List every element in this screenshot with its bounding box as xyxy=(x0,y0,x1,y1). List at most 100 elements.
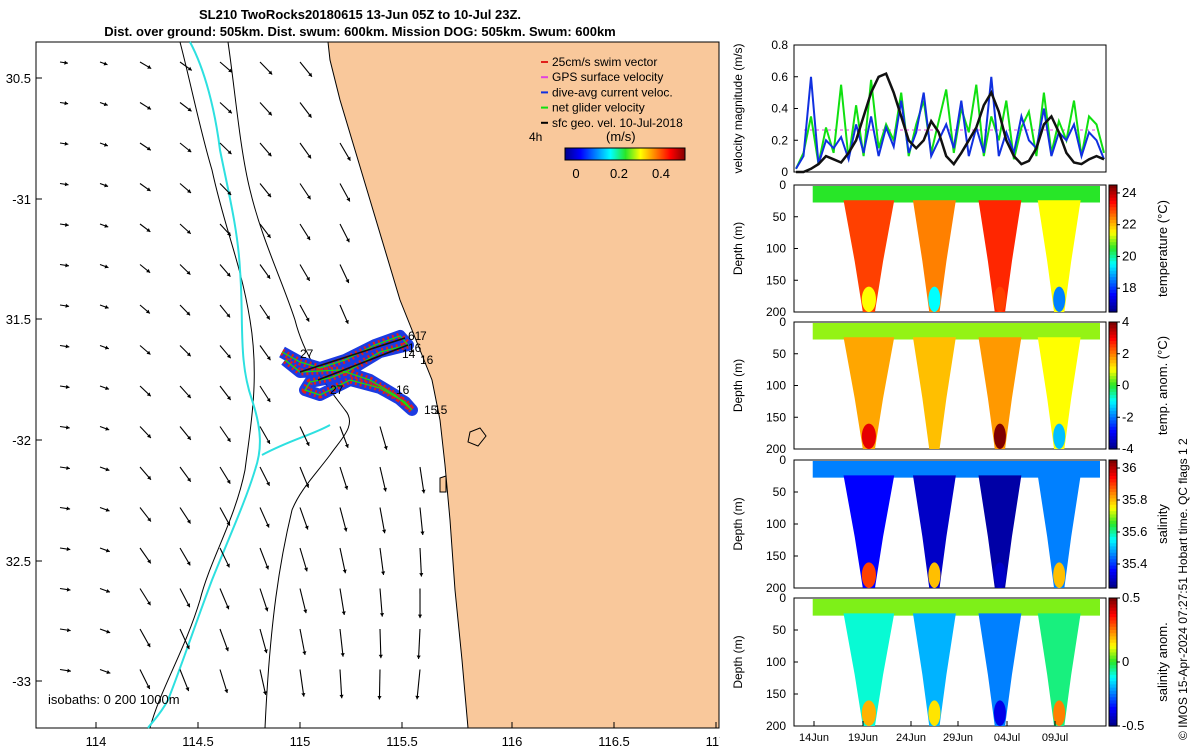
colorbar-tick-label: 18 xyxy=(1122,280,1136,295)
colorbar-cell xyxy=(1109,668,1117,673)
current-arrow-head xyxy=(226,563,230,568)
isobath-1000m xyxy=(149,41,255,729)
land-mass xyxy=(327,41,720,729)
colorbar-cell xyxy=(622,148,624,160)
current-arrow-head xyxy=(104,345,109,350)
colorbar-cell xyxy=(1109,391,1117,396)
isobaths-label: isobaths: 0 200 1000m xyxy=(48,692,180,707)
time-tick-label: 14Jun xyxy=(799,732,829,744)
velocity-ytick-label: 0.2 xyxy=(771,133,788,147)
colorbar-cell xyxy=(670,148,672,160)
current-arrow-head xyxy=(65,384,70,389)
colorbar-cell xyxy=(1109,684,1117,689)
colorbar-cell xyxy=(642,148,644,160)
heatmap-ytick-label: 150 xyxy=(766,273,786,287)
time-tick-label: 29Jun xyxy=(943,732,973,744)
colorbar-cell xyxy=(649,148,651,160)
colorbar-cell xyxy=(1109,601,1117,605)
colorbar-cell xyxy=(668,148,670,160)
colorbar-cell xyxy=(1109,210,1117,215)
legend-time-label: 4h xyxy=(529,130,542,144)
current-arrow-head xyxy=(344,485,349,490)
colorbar-cell xyxy=(679,148,681,160)
current-arrow-head xyxy=(308,72,312,77)
heatmap-ytick-label: 100 xyxy=(766,655,786,669)
colorbar-cell xyxy=(640,148,642,160)
time-tick-label: 19Jun xyxy=(848,732,878,744)
colorbar-cell xyxy=(1109,697,1117,701)
current-arrow xyxy=(339,466,348,490)
colorbar-cell xyxy=(1109,530,1117,535)
heatmap-ytick-label: 150 xyxy=(766,549,786,563)
colorbar-cell xyxy=(1109,476,1117,480)
colorbar-cell xyxy=(1109,328,1117,333)
current-arrow-head xyxy=(187,66,192,71)
colorbar-cell xyxy=(1109,719,1117,724)
colorbar-cell xyxy=(1109,191,1117,196)
current-arrow-head xyxy=(146,392,151,397)
heatmap-dive-bottom xyxy=(861,423,876,449)
heatmap-dive-bottom xyxy=(861,700,876,726)
current-arrow xyxy=(179,588,191,608)
current-arrow-head xyxy=(226,231,231,236)
current-arrow xyxy=(299,466,310,488)
colorbar-cell xyxy=(1109,366,1117,371)
colorbar-cell xyxy=(1109,479,1117,483)
colorbar-title: (m/s) xyxy=(606,129,636,144)
current-arrow-head xyxy=(226,396,231,401)
colorbar-cell xyxy=(571,148,573,160)
colorbar-cell xyxy=(1109,356,1117,361)
colorbar-cell xyxy=(581,148,583,160)
colorbar-cell xyxy=(582,148,584,160)
current-arrow-head xyxy=(104,264,109,269)
time-series-panels: 0 0.2 0.4 0.6 0.8 velocity magnitude (m/s) 0 50… xyxy=(731,38,1170,744)
track-label: 16 xyxy=(396,383,410,397)
current-arrow xyxy=(179,669,190,692)
heatmap-ylabel: Depth (m) xyxy=(731,222,745,275)
colorbar-cell xyxy=(671,148,673,160)
colorbar-cell xyxy=(600,148,602,160)
heatmap-ytick-label: 200 xyxy=(766,442,786,456)
velocity-ytick-label: 0.4 xyxy=(771,102,788,116)
colorbar-cell xyxy=(1109,254,1117,259)
colorbar-cell xyxy=(605,148,607,160)
heatmap-dive xyxy=(912,337,956,449)
island xyxy=(439,475,447,493)
current-arrow-head xyxy=(146,187,151,192)
heatmap-dive-bottom xyxy=(1053,562,1066,588)
colorbar-cell xyxy=(1109,552,1117,557)
heatmap-dive-bottom xyxy=(993,286,1006,312)
colorbar-cell xyxy=(1109,344,1117,348)
colorbar-tick-label: 2 xyxy=(1122,346,1129,361)
heatmap-ytick-label: 0 xyxy=(779,315,786,329)
current-arrow-head xyxy=(305,483,310,488)
colorbar-cell xyxy=(604,148,606,160)
colorbar-cell xyxy=(1109,296,1117,300)
map-ytick-label: -31 xyxy=(12,192,31,207)
current-arrow-head xyxy=(224,689,229,693)
track-label: 14 xyxy=(402,347,416,361)
map-ytick-label: -33 xyxy=(12,674,31,689)
colorbar-cell xyxy=(1109,347,1117,352)
colorbar-cell xyxy=(1109,472,1117,477)
colorbar-cell xyxy=(577,148,579,160)
colorbar-frame xyxy=(1108,459,1118,589)
current-arrow-head xyxy=(266,356,271,361)
colorbar-cell xyxy=(652,148,654,160)
colorbar-cell xyxy=(654,148,656,160)
colorbar-cell xyxy=(655,148,657,160)
heatmap-dive xyxy=(978,337,1022,449)
colorbar-cell xyxy=(1109,665,1117,669)
heatmap-dive-bottom xyxy=(928,286,941,312)
colorbar-label: salinity xyxy=(1155,504,1170,544)
current-arrow-head xyxy=(66,465,70,471)
colorbar-cell xyxy=(565,148,567,160)
heatmap-dive xyxy=(912,613,956,726)
current-arrow-head xyxy=(65,303,70,308)
colorbar-cell xyxy=(584,148,586,160)
colorbar-cell xyxy=(609,148,611,160)
current-arrow-head xyxy=(67,668,71,673)
colorbar-cell xyxy=(1109,604,1117,609)
colorbar-cell xyxy=(1109,495,1117,499)
current-arrow-head xyxy=(146,643,151,648)
